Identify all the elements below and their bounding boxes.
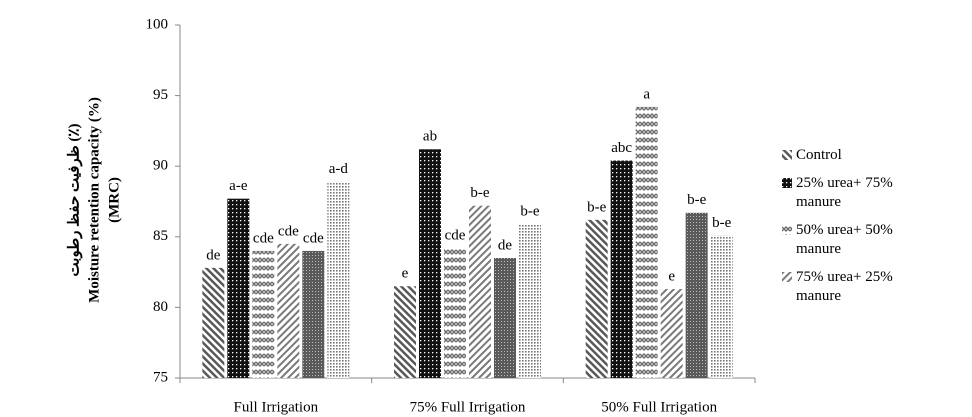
legend-swatch <box>782 150 792 160</box>
bar <box>710 235 733 378</box>
bar <box>202 267 225 378</box>
bar-annotation: b-e <box>520 204 539 220</box>
bar <box>327 181 350 378</box>
bar <box>252 250 275 378</box>
bar-annotation: a-d <box>329 161 349 177</box>
bar <box>494 257 516 378</box>
y-tick-label: 90 <box>153 158 168 174</box>
y-tick-label: 95 <box>153 87 168 103</box>
legend-label: 25% urea+ 75% manure <box>796 175 893 210</box>
bar <box>277 243 300 378</box>
bar <box>610 160 633 378</box>
y-axis-title: ظرفیت حفظ رطوبت (٪) Moisture retention ca… <box>66 97 122 303</box>
bar-annotation: cde <box>303 230 324 246</box>
legend-item: Control <box>782 146 932 165</box>
bar <box>660 289 683 378</box>
legend-label: 75% urea+ 25% manure <box>796 269 893 304</box>
legend-item: 75% urea+ 25% manure <box>782 268 932 306</box>
y-axis-title-line: (MRC) <box>106 177 122 223</box>
bar-annotation: b-e <box>587 199 606 215</box>
legend-swatch <box>782 272 792 282</box>
bar-annotation: e <box>402 266 409 282</box>
legend-swatch-fill <box>782 225 792 235</box>
bar-annotation: cde <box>445 228 466 244</box>
bar <box>394 286 416 378</box>
bar-annotation: b-e <box>687 192 706 208</box>
y-axis-title-line: Moisture retention capacity (%) <box>86 97 102 303</box>
bar-annotation: abc <box>611 140 632 156</box>
bar <box>519 224 541 378</box>
legend-label: Control <box>796 147 842 163</box>
bar-annotation: a <box>643 86 650 102</box>
legend-swatch-fill <box>782 178 792 188</box>
x-tick-label: 50% Full Irrigation <box>601 399 717 415</box>
bar-annotation: cde <box>253 230 274 246</box>
legend-item: 50% urea+ 50% manure <box>782 221 932 259</box>
bar-annotation: ab <box>423 129 437 145</box>
y-tick-label: 75 <box>153 369 168 385</box>
bar <box>227 198 250 378</box>
y-tick-label: 100 <box>146 16 169 32</box>
legend-item: 25% urea+ 75% manure <box>782 174 932 212</box>
bar <box>469 205 491 378</box>
bar-annotation: a-e <box>229 178 248 194</box>
bar-annotation: de <box>206 247 221 263</box>
bar-annotation: b-e <box>470 185 489 201</box>
bar-annotation: de <box>498 237 513 253</box>
bar <box>635 106 658 378</box>
legend-swatch <box>782 225 792 235</box>
y-tick-label: 85 <box>153 228 168 244</box>
legend-swatch-fill <box>782 272 792 282</box>
x-tick-label: 75% Full Irrigation <box>410 399 526 415</box>
bar <box>419 149 441 378</box>
legend-swatch <box>782 178 792 188</box>
bar <box>302 250 325 378</box>
bar-annotation: b-e <box>712 215 731 231</box>
x-tick-label: Full Irrigation <box>234 399 319 415</box>
legend-label: 50% urea+ 50% manure <box>796 222 893 257</box>
bar-annotation: cde <box>278 223 299 239</box>
legend-swatch-fill <box>782 150 792 160</box>
legend: Control 25% urea+ 75% manure 50% urea+ 50%… <box>782 146 932 315</box>
y-tick-label: 80 <box>153 299 168 315</box>
y-axis-title-line: ظرفیت حفظ رطوبت (٪) <box>66 124 82 277</box>
bar <box>585 219 608 378</box>
bar <box>444 248 466 378</box>
bar <box>685 212 708 378</box>
bar-annotation: e <box>668 268 675 284</box>
